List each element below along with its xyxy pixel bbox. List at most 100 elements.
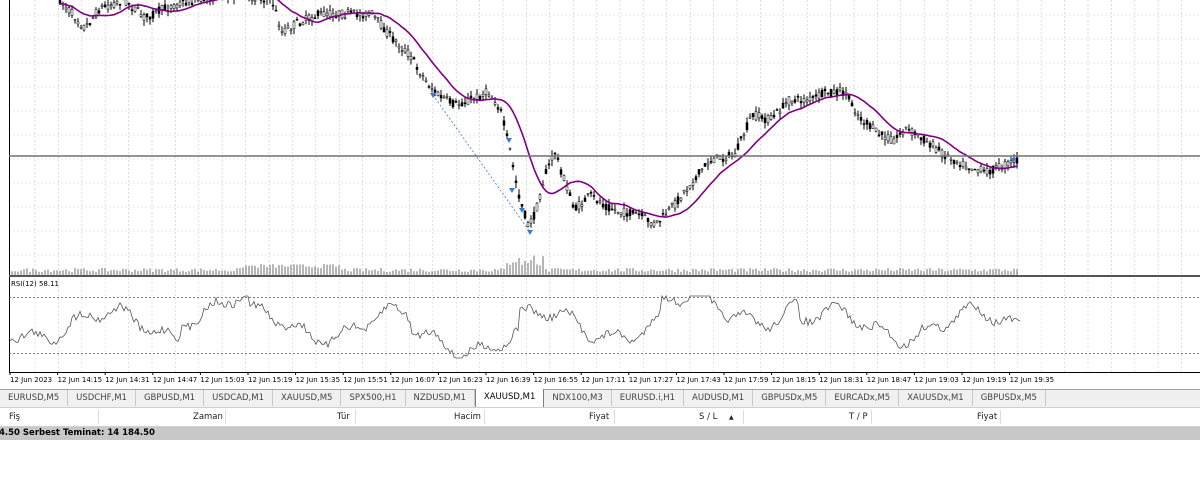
candle-body [88, 23, 92, 25]
candle-body [856, 114, 860, 117]
chart-tab-eurusd-i-h1[interactable]: EURUSD.i,H1 [612, 390, 684, 406]
chart-tab-usdchf-m1[interactable]: USDCHF,M1 [68, 390, 136, 406]
chart-tab-gbpusd-m1[interactable]: GBPUSD,M1 [136, 390, 205, 406]
candle-body [448, 98, 452, 104]
candle-body [886, 134, 890, 142]
chart-tab-ndx100-m3[interactable]: NDX100,M3 [544, 390, 612, 406]
price-chart[interactable]: RSI(12) 58.11 12 Jun 2023 12 Jun 14:15 12 … [0, 0, 1200, 388]
candle-body [991, 165, 995, 174]
candle-body [97, 10, 101, 14]
candle-body [775, 109, 779, 111]
candle-body [163, 4, 167, 10]
chart-tabs-bar: EURUSD,M5 USDCHF,M1 GBPUSD,M1 USDCAD,M1 XAUU… [0, 389, 1200, 408]
candle-body [940, 149, 944, 158]
chart-tab-xauusd-m1[interactable]: XAUUSD,M1 [474, 389, 545, 408]
trade-arrow-icon [506, 138, 512, 143]
candle-body [349, 10, 353, 13]
candle-body [283, 28, 287, 34]
candle-body [970, 168, 974, 171]
candle-body [736, 143, 740, 150]
chart-tab-xauusd-m5[interactable]: XAUUSD,M5 [273, 390, 342, 406]
col-volume[interactable]: Hacim [454, 412, 481, 422]
candle-body [838, 87, 842, 91]
chart-tab-nzdusd-m1[interactable]: NZDUSD,M1 [406, 390, 475, 406]
candle-body [871, 124, 875, 129]
candle-body [145, 13, 149, 18]
time-label: 12 Jun 16:07 [391, 376, 435, 384]
candle-body [646, 218, 650, 223]
candle-body [985, 168, 989, 175]
candle-body [637, 213, 641, 216]
chart-area[interactable]: RSI(12) 58.11 12 Jun 2023 12 Jun 14:15 12 … [0, 0, 1200, 388]
chart-tab-eurcadx-m5[interactable]: EURCADx,M5 [826, 390, 900, 406]
candle-body [994, 165, 998, 168]
candle-body [322, 11, 326, 18]
candle-body [826, 92, 830, 95]
time-axis-labels: 12 Jun 2023 12 Jun 14:15 12 Jun 14:31 12 Ju… [9, 372, 1054, 384]
col-type[interactable]: Tür [337, 412, 350, 422]
col-price[interactable]: Fiyat [589, 412, 610, 422]
candle-body [928, 142, 932, 148]
col-price-current[interactable]: Fiyat [977, 412, 998, 422]
candle-body [676, 196, 680, 205]
col-stop-loss[interactable]: S / L [699, 412, 718, 422]
candle-body [169, 5, 173, 9]
time-label: 12 Jun 14:15 [58, 376, 102, 384]
chart-tab-audusd-m1[interactable]: AUDUSD,M1 [684, 390, 754, 406]
candle-body [409, 56, 413, 60]
candles [58, 0, 1019, 229]
time-label: 12 Jun 15:35 [296, 376, 340, 384]
candle-body [85, 23, 89, 25]
candle-body [286, 25, 290, 28]
candle-body [967, 168, 971, 170]
candle-body [124, 0, 128, 6]
candle-body [757, 112, 761, 119]
candle-body [400, 50, 404, 52]
candle-body [82, 25, 86, 31]
candle-body [466, 98, 470, 106]
candle-body [658, 220, 662, 223]
candle-body [862, 123, 866, 125]
chart-tab-xauusdx-m1[interactable]: XAUUSDx,M1 [899, 390, 973, 406]
candle-body [385, 29, 389, 37]
candle-body [418, 74, 422, 76]
candle-body [832, 89, 836, 94]
chart-tab-eurusd-m5[interactable]: EURUSD,M5 [0, 390, 69, 406]
candle-body [802, 98, 806, 103]
chart-tab-gbpusdx-m5[interactable]: GBPUSDx,M5 [973, 390, 1046, 406]
candle-body [250, 0, 254, 1]
candle-body [1009, 160, 1013, 164]
candle-body [352, 9, 356, 12]
chart-tab-spx500-h1[interactable]: SPX500,H1 [341, 390, 406, 406]
candle-body [934, 147, 938, 153]
candle-body [601, 203, 605, 208]
candle-body [187, 0, 191, 3]
candle-body [292, 21, 296, 29]
candle-body [805, 99, 809, 103]
chart-grid [9, 0, 1200, 372]
candle-body [277, 24, 281, 27]
candle-body [112, 2, 116, 8]
moving-average-line [59, 0, 1018, 218]
candle-body [502, 120, 506, 126]
chart-tab-usdcad-m1[interactable]: USDCAD,M1 [204, 390, 273, 406]
candle-body [655, 220, 659, 223]
candle-body [190, 2, 194, 6]
candle-body [919, 137, 923, 141]
col-ticket[interactable]: Fiş [9, 412, 21, 422]
candle-body [511, 164, 515, 168]
candle-body [484, 88, 488, 95]
candle-body [202, 0, 206, 1]
candle-body [892, 138, 896, 145]
candle-body [859, 116, 863, 121]
candle-body [565, 185, 569, 191]
candle-body [301, 22, 305, 26]
candle-body [787, 96, 791, 106]
col-take-profit[interactable]: T / P [849, 412, 868, 422]
candle-body [667, 207, 671, 210]
candle-body [925, 140, 929, 143]
col-time[interactable]: Zaman [193, 412, 223, 422]
chart-tab-gbpusdx-m5[interactable]: GBPUSDx,M5 [753, 390, 827, 406]
candle-body [328, 10, 332, 17]
candle-body [784, 102, 788, 105]
